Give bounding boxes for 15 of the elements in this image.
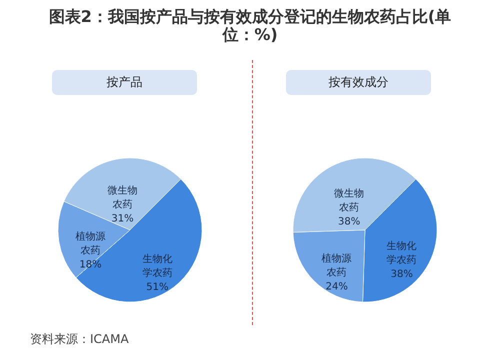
slice-label: 微生物农药 bbox=[108, 184, 138, 211]
data-label: 31% bbox=[111, 214, 134, 225]
data-label: 38% bbox=[338, 216, 360, 228]
data-label: 24% bbox=[326, 281, 348, 292]
chart-title: 按产品 bbox=[52, 70, 197, 95]
slice-label: 生物化学农药 bbox=[386, 240, 417, 266]
slice-label: 植物源农药 bbox=[322, 252, 352, 278]
data-label: 51% bbox=[146, 282, 168, 294]
slice-label: 生物化学农药 bbox=[142, 253, 172, 280]
chart-title: 按有效成分 bbox=[286, 70, 431, 95]
data-label: 38% bbox=[390, 268, 413, 280]
slice-label: 微生物农药 bbox=[334, 187, 364, 214]
slice-label: 植物源农药 bbox=[75, 230, 106, 256]
text: 图表2：我国按产品与按有效成分登记的生物农药占比(单位：%) bbox=[48, 7, 452, 44]
text: 资料来源：ICAMA bbox=[30, 331, 129, 348]
